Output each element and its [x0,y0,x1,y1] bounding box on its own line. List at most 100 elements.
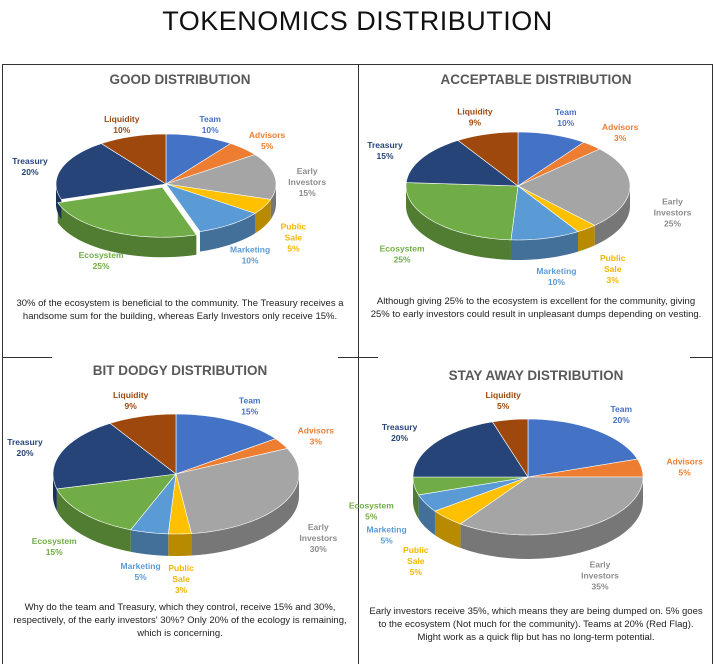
pie-side-marketing [510,231,579,260]
pie-side-ecosystem [56,488,131,552]
pie-side-early-investors [191,474,299,556]
chart-panel-good: GOOD DISTRIBUTION Team 10% Advisors 5% Early… [4,66,356,356]
pie-slice-advisors [517,141,601,187]
slice-label-liquidity: Liquidity 9% [113,390,149,411]
pie-slice-public-sale [165,183,272,214]
slice-label-public-sale: Public Sale 5% [403,545,429,577]
pie-side-early-investors [460,477,643,559]
slice-label-liquidity: Liquidity 5% [485,390,521,411]
pie-side-walls [406,186,630,260]
frame-divider-horizontal-left [2,357,52,358]
pie-side-early-investors [270,184,276,220]
slice-label-public-sale: Public Sale 3% [600,253,626,285]
pie-slice-team [175,413,277,475]
slice-label-ecosystem: Ecosystem 25% [380,243,425,264]
chart-panel-stay-away: STAY AWAY DISTRIBUTION Team 20% Advisors 5%… [349,359,712,665]
frame-right [712,64,713,664]
slice-label-team: Team 10% [555,107,577,128]
pie-slice-public-sale [517,185,596,232]
pie-slice-team [165,133,232,185]
slice-label-advisors: Advisors 5% [249,130,286,151]
slice-label-liquidity: Liquidity 9% [457,106,493,127]
slice-label-treasury: Treasury 15% [367,140,403,161]
pie-chart: Team 20% Advisors 5% Early Investors 35% Public… [349,390,704,592]
frame-divider-horizontal-far-right [690,357,712,358]
slice-label-early-investors: Early Investors 35% [581,560,619,592]
pie-side-ecosystem [57,202,197,258]
pie-side-treasury [53,474,57,511]
pie-slice-ecosystem [57,186,197,238]
pie-slice-treasury [52,423,177,490]
pie-slice-ecosystem [412,476,529,496]
chart-title: ACCEPTABLE DISTRIBUTION [440,72,632,87]
slice-label-team: Team 15% [239,395,261,416]
chart-title: GOOD DISTRIBUTION [109,72,251,87]
slice-label-public-sale: Public Sale 5% [281,222,307,254]
slice-label-marketing: Marketing 5% [121,561,161,582]
slice-label-team: Team 20% [611,404,633,425]
pie-side-public-sale [434,511,461,548]
slice-label-marketing: Marketing 5% [367,525,407,546]
chart-panel-acceptable: ACCEPTABLE DISTRIBUTION Team 10% Advisors 3… [360,66,712,356]
slice-label-ecosystem: Ecosystem 15% [32,536,77,557]
pie-side-walls [56,184,276,258]
pie-side-marketing [130,529,169,556]
pie-side-walls [413,477,643,559]
slice-label-early-investors: Early Investors 25% [654,196,692,228]
pie-slice-advisors [175,438,288,475]
pie-side-early-investors [594,186,630,246]
slice-label-marketing: Marketing 10% [536,266,576,287]
pie-side-public-sale [254,199,271,234]
pie-slice-liquidity [109,413,177,475]
slice-label-ecosystem: Ecosystem 5% [349,501,394,522]
pie-chart: Team 10% Advisors 3% Early Investors 25% Public… [367,106,692,287]
pie-slice-treasury [55,143,167,200]
pie-chart: Team 15% Advisors 3% Early Investors 30% Public… [7,390,337,595]
pie-slice-marketing [418,476,529,512]
slice-label-treasury: Treasury 20% [7,437,43,458]
chart-caption: Early investors receive 35%, which means… [369,606,703,643]
slice-label-ecosystem: Ecosystem 25% [79,250,124,271]
slice-label-marketing: Marketing 10% [230,245,270,266]
pie-slice-treasury [405,140,519,187]
slice-label-advisors: Advisors 3% [298,426,335,447]
pie-slice-team [517,131,585,187]
slice-label-public-sale: Public Sale 3% [168,563,194,595]
pie-slice-marketing [165,183,256,232]
pie-slice-ecosystem [56,473,177,531]
slice-label-advisors: Advisors 3% [602,122,639,143]
pie-side-public-sale [168,533,192,556]
chart-panel-bit-dodgy: BIT DODGY DISTRIBUTION Team 15% Advisors 3%… [4,359,356,665]
pie-slice-early-investors [459,476,644,536]
pie-side-public-sale [578,225,595,252]
pie-chart: Team 10% Advisors 5%Early Investors 15% Public… [12,114,326,271]
pie-slice-liquidity [457,131,519,187]
pie-side-ecosystem [413,477,419,519]
pie-side-ecosystem [406,186,511,260]
pie-side-treasury [56,184,62,220]
pie-slice-team [527,418,638,478]
frame-top [2,64,713,65]
pie-slice-treasury [412,421,529,478]
page-title: TOKENOMICS DISTRIBUTION [162,6,553,36]
slice-label-early-investors: Early Investors 15% [288,166,326,198]
pie-slice-early-investors [165,154,277,200]
frame-left [2,64,3,664]
pie-slice-early-investors [517,148,631,226]
pie-slice-early-investors [175,448,300,534]
slice-label-team: Team 10% [199,114,221,135]
pie-side-marketing [199,213,255,252]
pie-slice-public-sale [434,476,529,525]
pie-slice-liquidity [100,133,167,185]
pie-slice-ecosystem [405,182,519,241]
slice-label-early-investors: Early Investors 30% [299,522,337,554]
chart-caption: 30% of the ecosystem is beneficial to th… [16,298,344,322]
pie-slice-public-sale [167,473,192,535]
frame-divider-horizontal-right [338,357,378,358]
slice-label-treasury: Treasury 20% [382,422,418,443]
pie-slice-liquidity [491,418,529,479]
chart-title: STAY AWAY DISTRIBUTION [448,368,624,383]
slice-label-advisors: Advisors 5% [667,457,704,478]
pie-slice-marketing [510,185,579,241]
chart-title: BIT DODGY DISTRIBUTION [92,363,268,378]
